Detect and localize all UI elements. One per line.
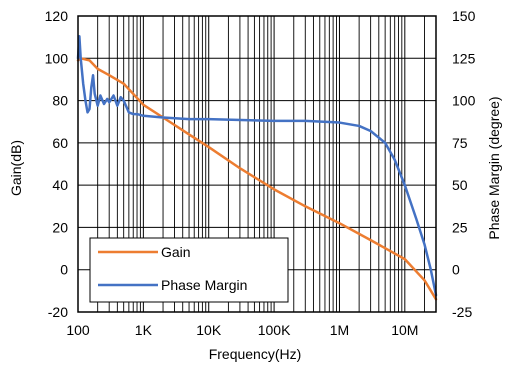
y-right-tick-label: 150 (452, 8, 476, 24)
y-left-tick-label: 120 (45, 8, 69, 24)
y-right-tick-label: 25 (452, 219, 468, 235)
x-tick-label: 100K (258, 322, 291, 338)
series-line-phase-margin (76, 35, 438, 297)
y-left-tick-label: -20 (48, 304, 68, 320)
y-left-tick-label: 0 (60, 262, 68, 278)
legend-label-phase-margin: Phase Margin (161, 277, 247, 293)
y-right-axis-title: Phase Margin (degree) (486, 96, 502, 239)
x-tick-label: 100 (66, 322, 90, 338)
y-left-tick-label: 60 (52, 135, 68, 151)
tick-labels: 100 1K 10K 100K 1M 10M -20 0 20 40 60 80 100 120 -25 0 2… (45, 8, 476, 338)
x-axis-title: Frequency(Hz) (209, 346, 302, 362)
y-left-axis-title: Gain(dB) (8, 140, 24, 196)
y-left-tick-label: 80 (52, 93, 68, 109)
data-series (76, 35, 438, 301)
y-right-tick-label: 0 (452, 262, 460, 278)
x-tick-label: 10K (196, 322, 222, 338)
x-tick-label: 1M (330, 322, 349, 338)
y-right-tick-label: 125 (452, 50, 476, 66)
y-left-tick-label: 20 (52, 219, 68, 235)
x-tick-label: 10M (391, 322, 418, 338)
y-right-tick-label: 100 (452, 93, 476, 109)
legend-box (89, 237, 289, 303)
legend-label-gain: Gain (161, 244, 191, 260)
legend: Gain Phase Margin (89, 237, 289, 303)
series-line-gain (76, 57, 438, 301)
plot-frame (77, 15, 437, 313)
y-left-tick-label: 40 (52, 177, 68, 193)
y-right-tick-label: -25 (452, 304, 472, 320)
plot-area-border (77, 15, 437, 313)
y-right-tick-label: 50 (452, 177, 468, 193)
y-right-tick-label: 75 (452, 135, 468, 151)
x-tick-label: 1K (135, 322, 153, 338)
y-left-tick-label: 100 (45, 50, 69, 66)
